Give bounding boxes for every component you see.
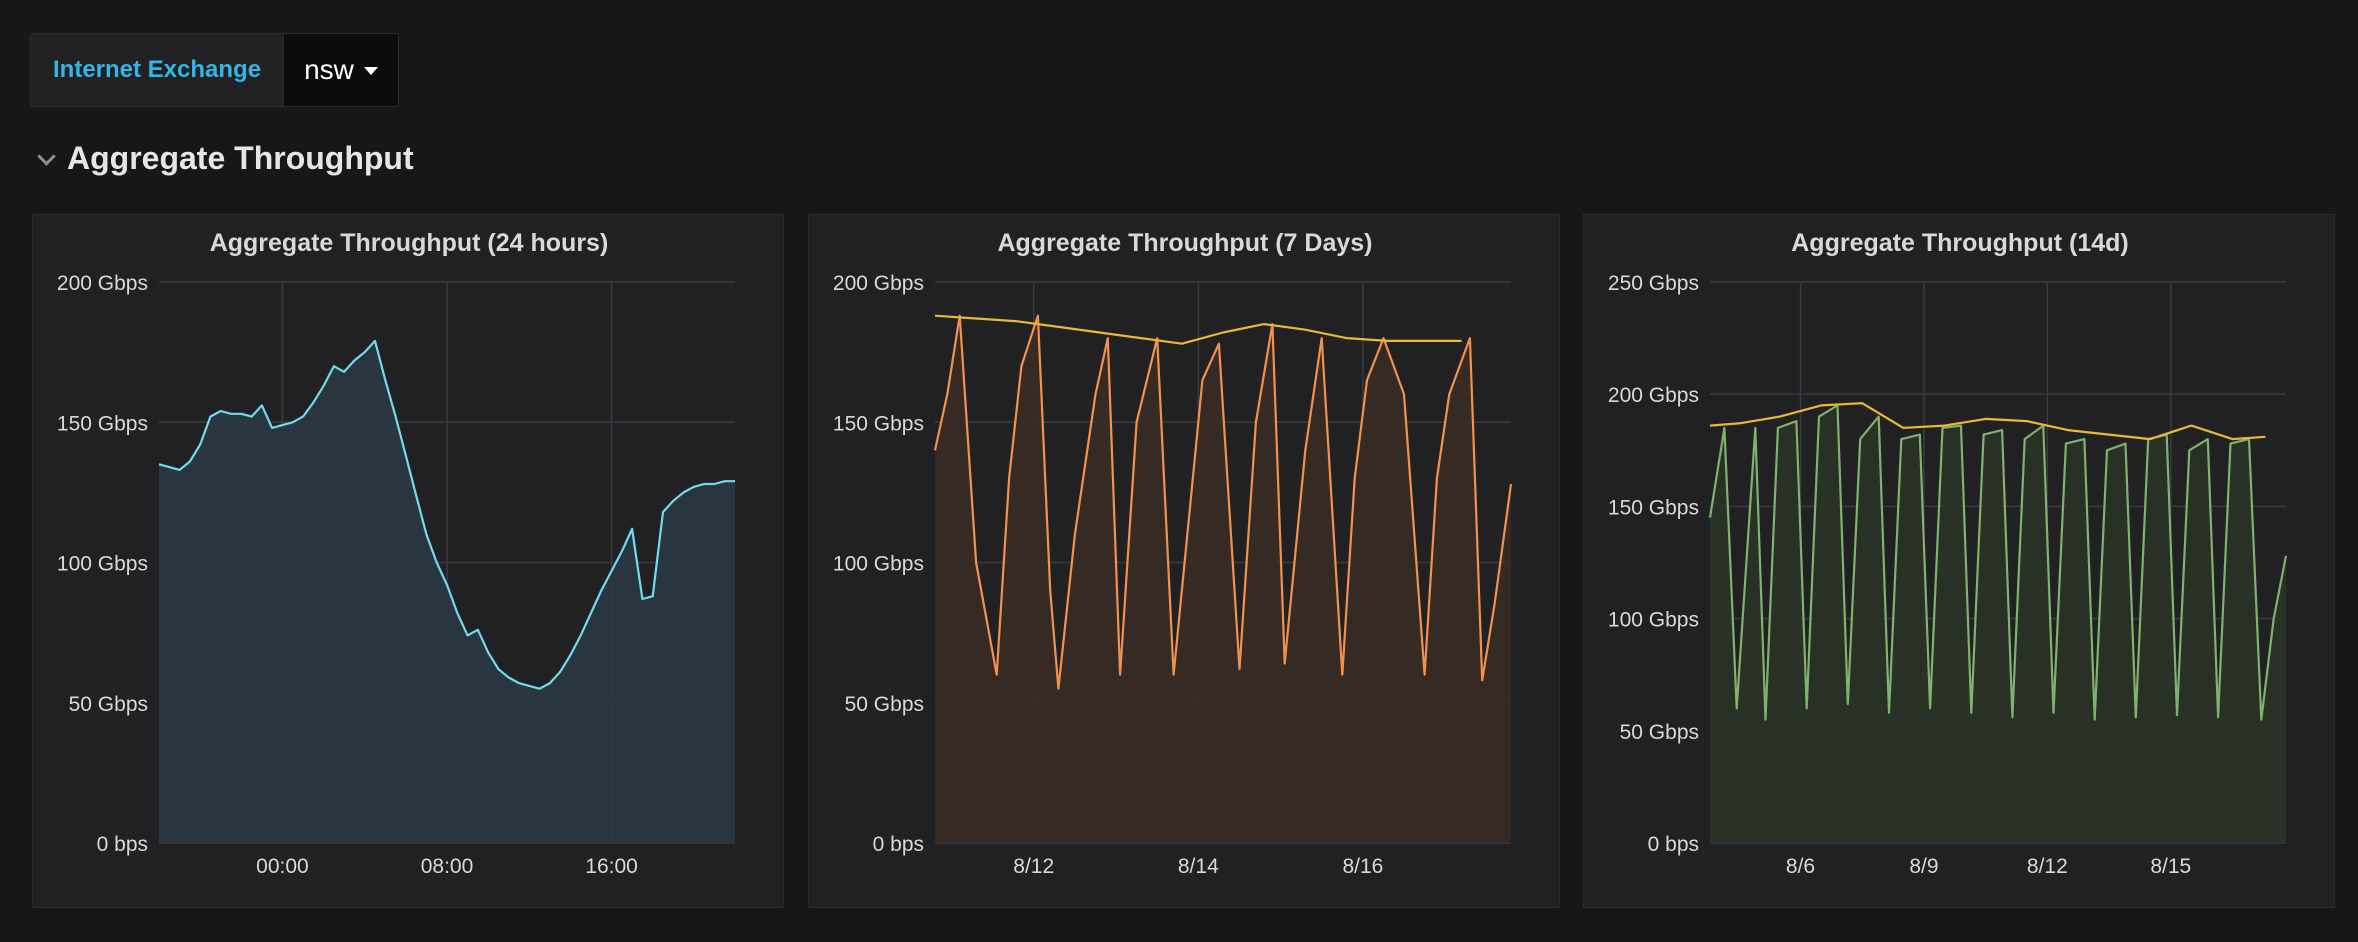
x-tick-label: 8/6 [1786, 855, 1815, 878]
y-tick-label: 150 Gbps [833, 412, 924, 435]
y-tick-label: 200 Gbps [833, 272, 924, 295]
y-tick-label: 50 Gbps [69, 693, 148, 716]
y-tick-label: 200 Gbps [57, 272, 148, 295]
chart-24h: Aggregate Throughput (24 hours) 0 bps 50 G… [57, 229, 735, 878]
y-tick-label: 0 bps [97, 833, 148, 856]
y-tick-label: 100 Gbps [833, 553, 924, 576]
series-area [1710, 405, 2286, 843]
y-tick-label: 150 Gbps [57, 412, 148, 435]
chart-14d: Aggregate Throughput (14d) 0 bps 50 Gbps 10… [1608, 229, 2288, 878]
series-area [935, 315, 1511, 843]
variable-value: nsw [304, 54, 354, 85]
chart-title: Aggregate Throughput (14d) [1791, 229, 2128, 257]
y-tick-label: 50 Gbps [845, 693, 924, 716]
x-tick-label: 8/14 [1178, 855, 1219, 878]
chart-title: Aggregate Throughput (7 Days) [997, 229, 1372, 257]
x-tick-label: 8/12 [1013, 855, 1054, 878]
x-tick-label: 8/16 [1342, 855, 1383, 878]
y-tick-label: 100 Gbps [1608, 609, 1699, 632]
variable-selector: Internet Exchange nsw [30, 33, 399, 107]
caret-down-icon [363, 67, 378, 75]
y-tick-label: 200 Gbps [1608, 384, 1699, 407]
series-area [159, 340, 735, 843]
x-tick-label: 8/15 [2150, 855, 2191, 878]
chart-title: Aggregate Throughput (24 hours) [210, 229, 609, 257]
variable-label: Internet Exchange [31, 34, 284, 106]
x-tick-label: 8/9 [1909, 855, 1938, 878]
chart-7d: Aggregate Throughput (7 Days) 0 bps 50 Gbp… [833, 229, 1513, 878]
series-line [934, 314, 1462, 345]
row-title: Aggregate Throughput [67, 140, 414, 176]
series-line [933, 314, 1513, 690]
y-tick-label: 150 Gbps [1608, 496, 1699, 519]
y-tick-label: 0 bps [1648, 833, 1699, 856]
x-tick-label: 00:00 [256, 855, 309, 878]
y-tick-label: 50 Gbps [1620, 721, 1699, 744]
y-tick-label: 0 bps [873, 833, 924, 856]
panel-24h[interactable]: Aggregate Throughput (24 hours) 0 bps 50 G… [32, 214, 784, 908]
series-line [158, 339, 735, 690]
x-tick-label: 16:00 [585, 855, 638, 878]
y-tick-label: 100 Gbps [57, 553, 148, 576]
panel-14d[interactable]: Aggregate Throughput (14d) 0 bps 50 Gbps 10… [1583, 214, 2335, 908]
variable-dropdown[interactable]: nsw [283, 34, 398, 106]
series-line [1708, 404, 2288, 721]
x-tick-label: 08:00 [421, 855, 474, 878]
y-tick-label: 250 Gbps [1608, 272, 1699, 295]
x-tick-label: 8/12 [2027, 855, 2068, 878]
series-line [1709, 402, 2266, 441]
chevron-down-icon[interactable] [37, 147, 56, 166]
row-header[interactable]: Aggregate Throughput [37, 140, 414, 177]
panel-7d[interactable]: Aggregate Throughput (7 Days) 0 bps 50 Gbp… [808, 214, 1560, 908]
